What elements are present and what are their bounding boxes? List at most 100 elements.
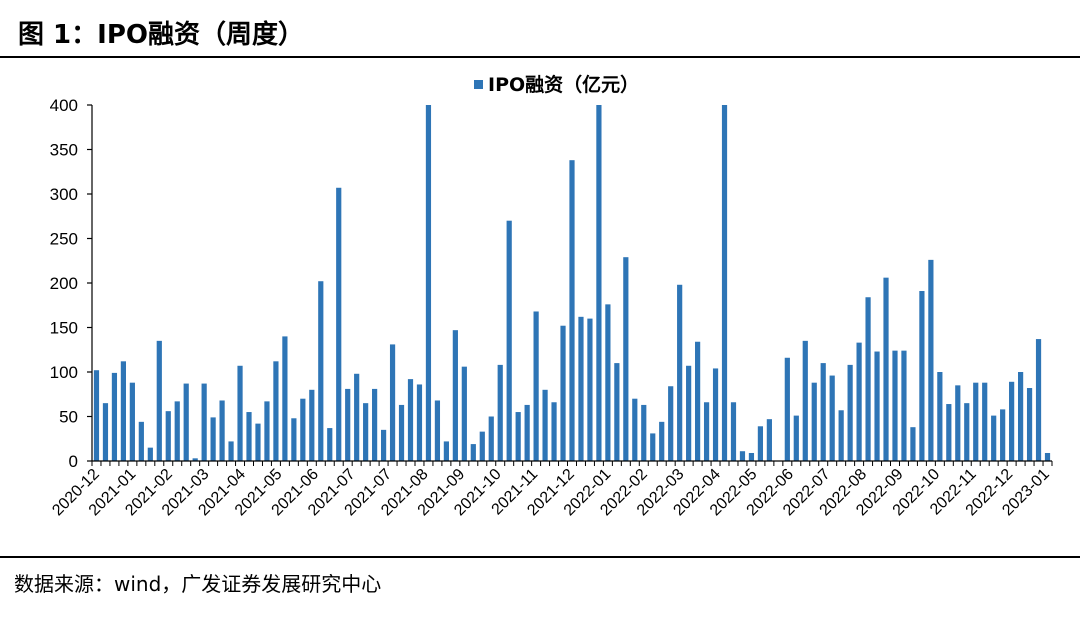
bar — [614, 363, 620, 461]
bar — [425, 105, 432, 461]
legend-swatch — [474, 80, 483, 89]
bar — [479, 431, 485, 461]
bar — [111, 372, 118, 461]
x-axis: 2020-122021-012021-022021-032021-042021-… — [49, 460, 1053, 519]
y-tick-label: 100 — [50, 363, 78, 382]
y-tick-label: 150 — [50, 319, 78, 338]
y-tick-label: 0 — [69, 452, 78, 471]
bar — [892, 350, 898, 461]
bar — [201, 383, 207, 461]
bar — [802, 340, 808, 461]
bar — [120, 361, 126, 461]
chart-legend: IPO融资（亿元） — [474, 73, 639, 96]
bar — [452, 330, 458, 461]
bar — [282, 336, 288, 461]
bar — [363, 403, 369, 461]
bar — [380, 429, 387, 461]
bar — [793, 415, 799, 461]
bar — [668, 386, 674, 461]
bar — [93, 370, 100, 461]
bar — [533, 311, 539, 461]
bar — [246, 412, 252, 461]
bar — [291, 418, 297, 461]
bar — [102, 403, 109, 461]
bar — [946, 404, 952, 461]
bar — [982, 382, 988, 461]
source-note: 数据来源：wind，广发证券发展研究中心 — [14, 572, 382, 596]
bar — [515, 412, 521, 461]
bar — [165, 411, 171, 461]
bar — [1009, 381, 1015, 461]
bar — [748, 452, 755, 461]
bar — [470, 444, 476, 461]
bar — [605, 304, 611, 461]
bar — [219, 400, 225, 461]
bar — [192, 458, 198, 461]
bar — [730, 402, 737, 461]
bar — [1000, 409, 1006, 461]
bar — [407, 379, 414, 461]
bar — [901, 350, 907, 461]
bar — [327, 428, 333, 461]
bar — [766, 419, 772, 461]
figure-title: 图 1：IPO融资（周度） — [18, 20, 304, 50]
bottom-rule — [0, 556, 1080, 558]
bar — [856, 342, 862, 461]
bar — [147, 447, 153, 461]
bar — [677, 284, 683, 461]
bar — [784, 357, 790, 461]
bar — [928, 259, 934, 461]
bar — [641, 404, 647, 461]
bar — [703, 402, 710, 461]
y-tick-label: 200 — [50, 274, 78, 293]
bar — [318, 281, 324, 461]
bar — [560, 325, 566, 461]
bar — [264, 401, 270, 461]
bar — [937, 372, 943, 461]
y-tick-label: 400 — [50, 96, 78, 115]
bar — [686, 365, 692, 461]
bar — [461, 366, 467, 461]
bar — [345, 388, 351, 461]
bar — [506, 220, 512, 461]
y-tick-label: 350 — [50, 141, 78, 160]
bar — [372, 388, 378, 461]
bar — [596, 105, 602, 461]
bar — [1018, 372, 1024, 461]
bar — [255, 423, 261, 461]
bar — [578, 316, 584, 461]
bar — [138, 421, 144, 461]
y-axis: 0 50 100 150 200 250 300 350 400 — [50, 96, 93, 471]
bar — [174, 401, 180, 461]
bar — [820, 363, 826, 461]
bar — [964, 403, 970, 461]
bar — [228, 441, 234, 461]
y-tick-label: 300 — [50, 185, 78, 204]
bar — [183, 383, 189, 461]
bar — [910, 427, 916, 461]
bar — [434, 400, 441, 461]
bar — [757, 426, 764, 461]
bar — [712, 368, 719, 461]
bar — [632, 398, 638, 461]
y-tick-label: 250 — [50, 230, 78, 249]
bar — [569, 160, 575, 461]
bar — [847, 364, 853, 461]
bar — [398, 404, 405, 461]
bar-chart: IPO融资（亿元） 0 50 100 150 200 250 300 350 400 2020-… — [49, 73, 1053, 519]
bar — [551, 402, 557, 461]
bar — [336, 187, 342, 461]
bar — [443, 441, 449, 461]
bar — [955, 385, 961, 461]
bar — [416, 384, 423, 461]
bar — [973, 382, 979, 461]
bar — [991, 415, 997, 461]
bar — [389, 344, 396, 461]
bar — [874, 351, 880, 461]
bar — [129, 382, 135, 461]
bar — [739, 451, 746, 461]
bar — [524, 404, 530, 461]
bar — [623, 257, 629, 461]
bar — [829, 375, 835, 461]
bar — [883, 277, 889, 461]
